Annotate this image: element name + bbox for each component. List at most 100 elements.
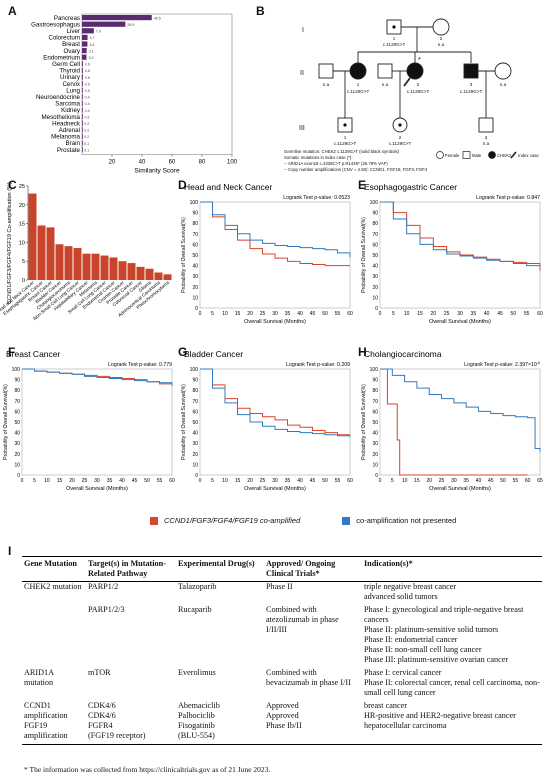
x-tick-label: 65 [537, 478, 543, 484]
index-star: * [418, 57, 421, 64]
table-cell: Combined with bevacizumab in phase I/II [266, 668, 351, 687]
bar [82, 120, 83, 126]
var-iii3: n.a [483, 141, 490, 146]
km-title: Breast Cancer [6, 349, 60, 359]
category-label: Cervix [62, 81, 80, 88]
category-label: Adrenal [59, 127, 80, 134]
bar [82, 28, 94, 34]
y-tick-label: 40 [14, 431, 20, 437]
y-tick-label: 50 [14, 420, 20, 426]
var-i2: n.a [438, 42, 445, 47]
panel-a-bar-chart: Pancreas 46.5 Gastroesophagus 28.9 Liver 7.9 C… [31, 13, 238, 175]
x-tick-label: 5 [391, 478, 394, 484]
x-tick-label: 55 [524, 311, 530, 317]
km-pvalue: Logrank Test p-value: 0.847 [476, 195, 540, 201]
category-label: Gastroesophagus [31, 21, 80, 28]
bar [118, 261, 127, 280]
km-curve-coamplified [380, 368, 528, 476]
value-label: 3.6 [89, 43, 94, 47]
table-cell: mTOR [88, 668, 111, 677]
value-label: 0.5 [85, 89, 90, 93]
panel-letter-i: I [8, 544, 12, 558]
x-tick-label: 15 [57, 478, 63, 484]
km-title: Bladder Cancer [184, 349, 243, 359]
pedigree-iii1-dot [343, 123, 347, 127]
y-tick-label: 100 [370, 367, 379, 373]
y-tick-label: 20 [192, 285, 198, 291]
panel-letter-b: B [256, 4, 265, 18]
x-axis-label: Overall Survival (Months) [429, 486, 491, 492]
x-tick-label: 80 [199, 160, 206, 166]
y-tick-label: 100 [12, 367, 21, 373]
y-axis-label: Probability of Overall Survival(%) [181, 384, 187, 460]
km-curve-not-presented [380, 368, 541, 452]
pedigree-index-arrow [403, 77, 411, 87]
x-tick-label: 15 [417, 311, 423, 317]
pedigree-ii2-index [406, 62, 424, 80]
x-tick-label: 30 [272, 311, 278, 317]
bar [82, 74, 83, 80]
y-tick-label: 90 [192, 378, 198, 384]
x-tick-label: 10 [222, 311, 228, 317]
x-axis-label: Similarity Score [134, 168, 180, 175]
table-header: Approved/ Ongoing Clinical Trials* [264, 556, 362, 582]
y-tick-label: 50 [372, 420, 378, 426]
label-iii1: 1 [344, 135, 347, 140]
bar [73, 248, 82, 280]
table-cell: ARID1A mutation [24, 668, 54, 687]
category-label: Headneck [52, 120, 81, 127]
panel-letter-d: D [178, 178, 187, 192]
x-tick-label: 60 [525, 478, 531, 484]
table-row: CCND1 amplification FGF19 amplification C… [22, 701, 542, 745]
bar [37, 225, 46, 280]
bar [28, 193, 37, 280]
pedigree-ii-spouse1 [318, 63, 334, 79]
table-cell: Combined with atezolizumab in phase I/II… [266, 605, 339, 634]
y-axis-label: CCND1/FGF3/FGF4/FGF19 Co-amplification (… [7, 182, 13, 304]
bar [82, 253, 91, 280]
x-tick-label: 35 [285, 478, 291, 484]
table-cell: Phase II [266, 582, 293, 591]
pedigree-ii-spouse2 [377, 63, 393, 79]
plot-frame [379, 368, 541, 476]
km-pvalue: Logrank Test p-value: 0.0523 [283, 195, 350, 201]
x-tick-label: 25 [439, 478, 445, 484]
category-label: Brain [66, 140, 81, 147]
bar [145, 268, 154, 280]
table-header: Target(s) in Mutation-Related Pathway [86, 556, 176, 582]
legend-not-presented: co-amplification not presented [356, 516, 457, 525]
x-tick-label: 25 [260, 478, 266, 484]
var-iii2: c.1129G>T [389, 141, 412, 146]
y-tick-label: 60 [14, 409, 20, 415]
x-axis-label: Overall Survival (Months) [244, 319, 306, 325]
x-tick-label: 20 [247, 311, 253, 317]
bar [82, 107, 83, 113]
y-tick-label: 40 [372, 431, 378, 437]
y-tick-label: 25 [19, 184, 25, 190]
pedigree-iii2-dot [398, 123, 402, 127]
y-tick-label: 40 [192, 431, 198, 437]
x-axis-label: Overall Survival (Months) [244, 486, 306, 492]
table-cell: Abemaciclib Palbociclib Fisogatinib (BLU… [176, 701, 264, 745]
y-tick-label: 70 [372, 232, 378, 238]
y-tick-label: 40 [192, 264, 198, 270]
var-ii1: c.1129G>T [347, 89, 370, 94]
x-tick-label: 40 [297, 311, 303, 317]
panel-letter-e: E [358, 178, 367, 192]
x-tick-label: 35 [463, 478, 469, 484]
value-label: 0.1 [84, 142, 89, 146]
y-tick-label: 30 [372, 441, 378, 447]
table-cell: CHEK2 mutation [24, 582, 82, 591]
km-pvalue: Logrank Test p-value: 2.397×10-6 [464, 361, 540, 368]
x-tick-label: 10 [44, 478, 50, 484]
x-tick-label: 25 [82, 478, 88, 484]
km-pvalue: Logrank Test p-value: 0.779 [108, 362, 172, 368]
y-tick-label: 0 [375, 473, 378, 479]
y-tick-label: 30 [372, 274, 378, 280]
x-tick-label: 0 [199, 311, 202, 317]
x-tick-label: 30 [94, 478, 100, 484]
x-tick-label: 60 [169, 478, 175, 484]
bar [163, 274, 172, 280]
y-tick-label: 90 [372, 378, 378, 384]
table-header: Gene Mutation [22, 556, 86, 582]
